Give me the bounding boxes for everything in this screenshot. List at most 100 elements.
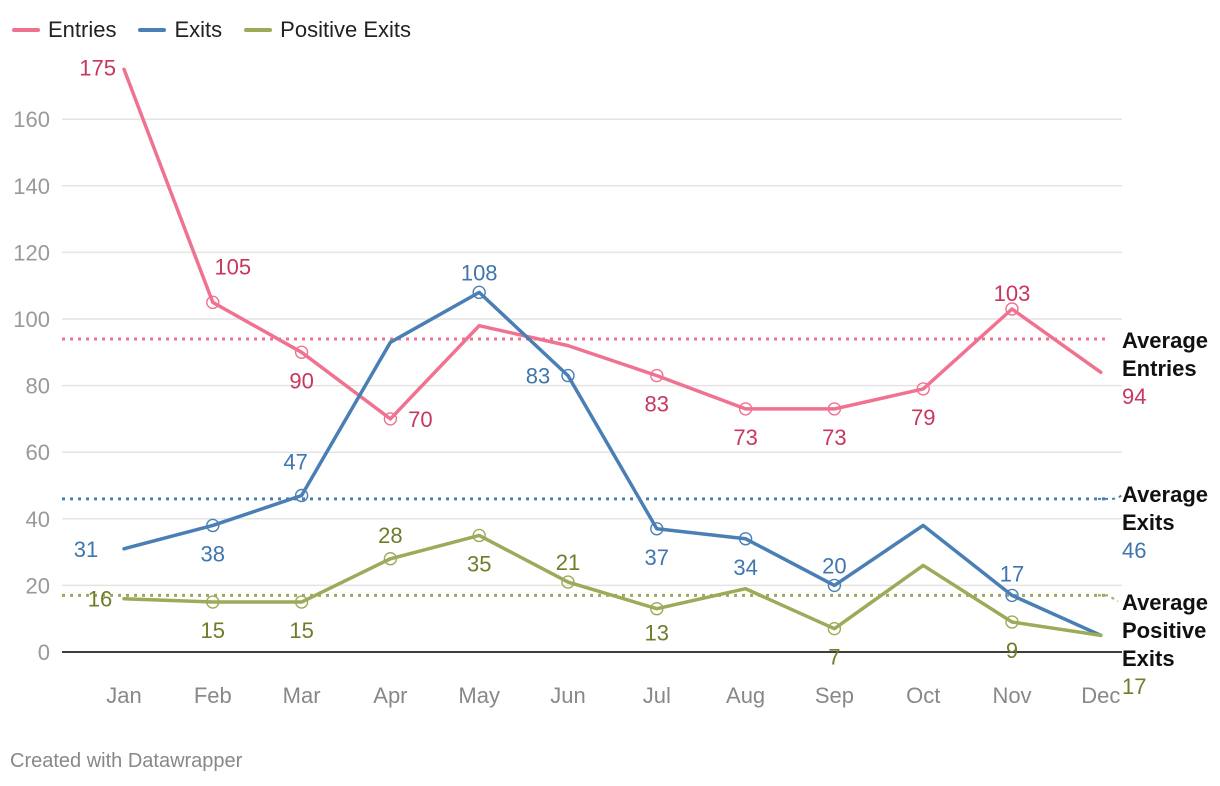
- y-tick-label-60: 60: [26, 440, 50, 465]
- legend-label-entries: Entries: [48, 17, 117, 42]
- data-label-0-0: 175: [79, 55, 116, 80]
- point-0-3: [383, 412, 398, 426]
- point-0-1: [206, 295, 220, 310]
- data-label-0-6: 83: [645, 392, 669, 417]
- y-tick-label-40: 40: [26, 507, 50, 532]
- point-2-6: [650, 602, 664, 616]
- x-tick-label-jul: Jul: [643, 683, 671, 708]
- point-1-4: [472, 285, 486, 300]
- legend-item-exits[interactable]: Exits: [138, 17, 222, 43]
- data-label-0-1: 105: [214, 254, 251, 279]
- average-label-1-0: Average: [1122, 482, 1208, 507]
- data-label-1-5: 83: [526, 364, 550, 389]
- average-label-2-0: Average: [1122, 590, 1208, 615]
- data-label-2-1: 15: [201, 618, 225, 643]
- legend: Entries Exits Positive Exits: [12, 16, 411, 44]
- data-label-1-6: 37: [645, 545, 669, 570]
- point-1-6: [650, 522, 664, 536]
- average-value-2: 17: [1122, 674, 1146, 699]
- data-label-0-8: 73: [822, 425, 846, 450]
- x-tick-label-apr: Apr: [373, 683, 407, 708]
- point-2-4: [472, 528, 486, 543]
- data-label-2-2: 15: [289, 618, 313, 643]
- legend-item-entries[interactable]: Entries: [12, 17, 116, 43]
- credit-text: Created with Datawrapper: [10, 750, 243, 772]
- x-tick-label-jan: Jan: [106, 683, 141, 708]
- data-label-1-7: 34: [733, 555, 757, 580]
- data-label-0-10: 103: [994, 281, 1031, 306]
- point-1-7: [738, 532, 753, 546]
- x-tick-label-nov: Nov: [992, 683, 1031, 708]
- average-label-0-0: Average: [1122, 328, 1208, 353]
- point-2-3: [383, 552, 398, 566]
- y-tick-label-160: 160: [13, 107, 50, 132]
- data-label-2-6: 13: [645, 621, 669, 646]
- x-tick-label-feb: Feb: [194, 683, 232, 708]
- point-0-7: [738, 402, 753, 416]
- data-label-1-8: 20: [822, 553, 846, 578]
- x-tick-label-may: May: [458, 683, 500, 708]
- point-0-2: [294, 345, 309, 359]
- legend-label-exits: Exits: [174, 17, 223, 42]
- point-1-8: [827, 578, 842, 593]
- data-label-2-5: 21: [556, 550, 580, 575]
- data-label-2-8: 7: [828, 645, 840, 670]
- data-label-1-1: 38: [201, 541, 225, 566]
- legend-swatch-exits: [138, 28, 167, 32]
- series-line-2: [122, 533, 1103, 638]
- point-1-2: [294, 488, 309, 503]
- point-0-10: [1005, 302, 1019, 316]
- point-2-8: [827, 621, 842, 636]
- series-line-1: [122, 290, 1103, 638]
- data-label-0-9: 79: [911, 405, 935, 430]
- y-tick-label-140: 140: [13, 174, 50, 199]
- point-1-5: [561, 368, 575, 383]
- y-tick-label-0: 0: [38, 640, 50, 665]
- x-tick-label-sep: Sep: [815, 683, 854, 708]
- average-value-0: 94: [1122, 384, 1146, 409]
- point-2-5: [561, 575, 575, 589]
- average-label-0-1: Entries: [1122, 356, 1197, 381]
- data-label-1-2: 47: [283, 449, 307, 474]
- y-tick-label-20: 20: [26, 573, 50, 598]
- point-1-1: [206, 518, 220, 533]
- x-tick-label-dec: Dec: [1081, 683, 1120, 708]
- y-tick-label-80: 80: [26, 374, 50, 399]
- point-0-8: [827, 402, 842, 416]
- point-1-10: [1005, 588, 1019, 603]
- average-connector-positive-exits: [1098, 594, 1119, 603]
- x-tick-label-mar: Mar: [283, 683, 321, 708]
- data-label-1-0: 31: [74, 537, 98, 562]
- legend-swatch-positive-exits: [244, 28, 273, 32]
- x-tick-label-aug: Aug: [726, 683, 765, 708]
- data-label-0-7: 73: [733, 425, 757, 450]
- point-2-10: [1005, 615, 1019, 629]
- x-tick-label-oct: Oct: [906, 683, 940, 708]
- data-label-2-10: 9: [1006, 638, 1018, 663]
- data-label-2-4: 35: [467, 551, 491, 576]
- point-2-2: [294, 595, 309, 609]
- average-label-1-1: Exits: [1122, 510, 1175, 535]
- legend-swatch-entries: [12, 28, 40, 32]
- y-tick-label-120: 120: [13, 240, 50, 265]
- point-2-1: [206, 595, 220, 609]
- average-value-1: 46: [1122, 538, 1146, 563]
- data-label-0-3: 70: [408, 407, 432, 432]
- y-tick-label-100: 100: [13, 307, 50, 332]
- data-label-1-4: 108: [461, 260, 498, 285]
- data-label-2-3: 28: [378, 523, 402, 548]
- average-connector-exits: [1098, 494, 1123, 500]
- data-label-0-2: 90: [289, 368, 313, 393]
- series-line-0: [122, 67, 1103, 421]
- data-label-1-10: 17: [1000, 561, 1024, 586]
- average-label-2-2: Exits: [1122, 646, 1175, 671]
- point-0-6: [650, 368, 664, 383]
- x-tick-label-jun: Jun: [550, 683, 585, 708]
- average-label-2-1: Positive: [1122, 618, 1206, 643]
- legend-label-positive-exits: Positive Exits: [280, 17, 411, 42]
- point-0-9: [916, 382, 930, 396]
- data-label-2-0: 16: [88, 587, 112, 612]
- legend-item-positive-exits[interactable]: Positive Exits: [244, 17, 411, 43]
